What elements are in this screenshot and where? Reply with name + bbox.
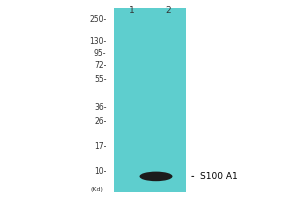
Bar (114, 8, 186, 192)
Text: 36-: 36- (94, 102, 106, 112)
Text: 55-: 55- (94, 75, 106, 84)
Text: 2: 2 (165, 6, 171, 15)
Text: S100 A1: S100 A1 (200, 172, 237, 181)
Text: 10-: 10- (94, 166, 106, 176)
Text: (Kd): (Kd) (90, 186, 103, 192)
Text: 95-: 95- (94, 48, 106, 58)
Text: 17-: 17- (94, 142, 106, 151)
Ellipse shape (140, 172, 172, 181)
Text: 26-: 26- (94, 116, 106, 126)
Text: 72-: 72- (94, 61, 106, 70)
Text: 130-: 130- (89, 38, 106, 46)
Text: 250-: 250- (89, 15, 106, 23)
Text: 1: 1 (129, 6, 135, 15)
